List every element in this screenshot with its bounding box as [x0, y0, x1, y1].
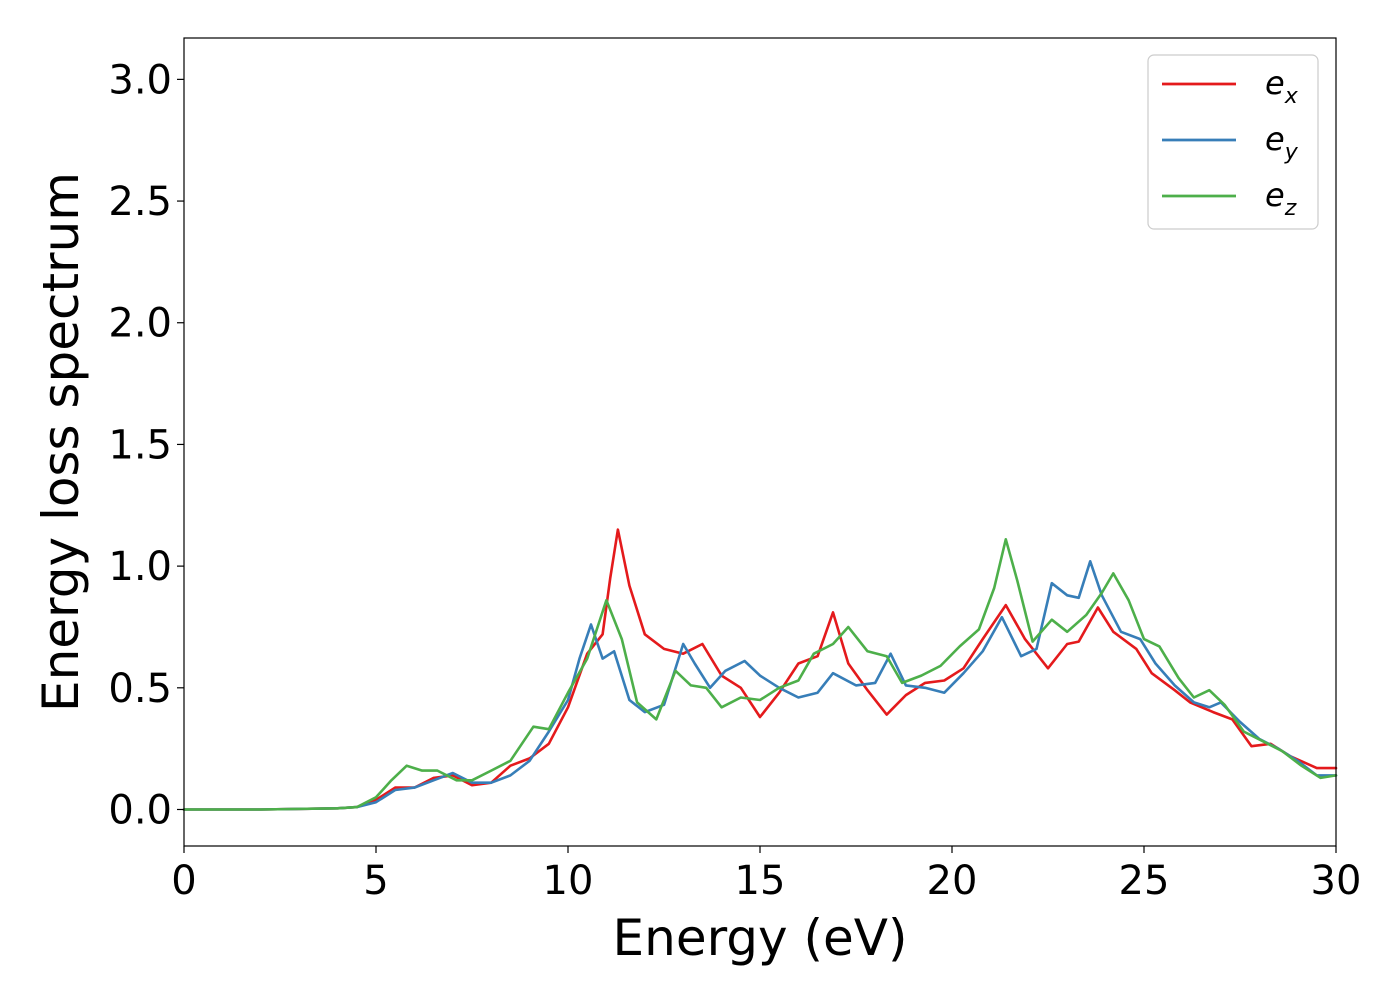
- x-tick-label: 5: [363, 858, 388, 904]
- series-line-e-y: [182, 560, 1338, 811]
- y-tick-label: 1.0: [108, 544, 172, 590]
- y-tick-label: 0.5: [108, 666, 172, 712]
- y-tick-label: 2.5: [108, 179, 172, 225]
- x-tick-label: 25: [1119, 858, 1170, 904]
- series-line-e-x: [182, 528, 1338, 811]
- x-axis: 0 5 10 15 20 25 30: [171, 846, 1361, 904]
- x-axis-title: Energy (eV): [613, 909, 908, 967]
- legend-subscript: x: [1284, 84, 1299, 109]
- x-tick-label: 10: [543, 858, 594, 904]
- series-lines: [182, 528, 1338, 811]
- y-tick-label: 0.0: [108, 787, 172, 833]
- series-line-e-z: [182, 538, 1338, 811]
- x-tick-label: 15: [735, 858, 786, 904]
- x-tick-label: 20: [927, 858, 978, 904]
- y-tick-label: 1.5: [108, 422, 172, 468]
- legend-box: [1147, 54, 1319, 230]
- legend-subscript: y: [1284, 140, 1299, 165]
- legend-subscript: z: [1284, 196, 1297, 221]
- y-axis: 0.0 0.5 1.0 1.5 2.0 2.5 3.0: [108, 57, 184, 833]
- x-tick-label: 30: [1311, 858, 1362, 904]
- y-axis-title: Energy loss spectrum: [32, 172, 90, 712]
- x-tick-label: 0: [171, 858, 196, 904]
- y-tick-label: 3.0: [108, 57, 172, 103]
- y-tick-label: 2.0: [108, 301, 172, 347]
